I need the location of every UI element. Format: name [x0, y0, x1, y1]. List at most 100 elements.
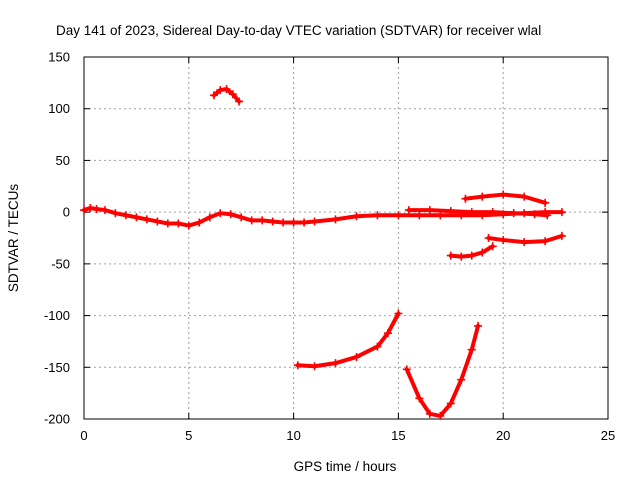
series-trace [463, 192, 548, 205]
data-point [293, 361, 302, 370]
data-point [226, 210, 235, 219]
series-0 [80, 204, 566, 230]
plot-frame [83, 56, 609, 420]
data-point [499, 190, 508, 199]
data-point [394, 211, 403, 220]
data-point [557, 231, 566, 240]
y-tick-label: -100 [44, 308, 70, 323]
data-point [425, 206, 434, 215]
data-point [216, 86, 225, 95]
data-point [228, 90, 237, 99]
data-point [484, 234, 493, 242]
data-point [237, 213, 246, 222]
series-7 [402, 321, 483, 420]
data-point [279, 218, 288, 227]
series-trace [486, 233, 564, 245]
data-point [461, 194, 470, 203]
data-point [478, 248, 487, 257]
series-6 [293, 309, 403, 371]
x-tick-label: 10 [286, 428, 300, 443]
data-point [373, 211, 382, 220]
data-point [310, 217, 319, 226]
data-point [195, 218, 204, 227]
data-point [121, 211, 130, 220]
plot-border [83, 56, 609, 420]
data-point [205, 213, 214, 222]
data-point [80, 206, 88, 215]
x-axis: 0 5 10 15 20 25 [80, 57, 615, 443]
series-4 [484, 231, 566, 247]
data-point [300, 218, 309, 227]
data-point [209, 91, 218, 100]
data-point [520, 192, 529, 201]
data-point [235, 97, 244, 106]
series-trace [295, 311, 401, 369]
x-tick-label: 15 [391, 428, 405, 443]
data-point [222, 85, 231, 94]
data-point [163, 219, 172, 228]
data-point [446, 207, 455, 216]
data-point [174, 219, 183, 228]
y-tick-label: 100 [48, 101, 70, 116]
data-point [86, 204, 95, 213]
data-point [509, 209, 518, 218]
x-axis-label: GPS time / hours [294, 459, 397, 474]
data-point [132, 213, 141, 222]
y-tick-label: -50 [51, 256, 70, 271]
data-point [488, 242, 497, 251]
series-trace [404, 323, 481, 418]
data-point [247, 216, 256, 225]
data-point [310, 362, 319, 371]
data-point [541, 198, 550, 207]
data-point [467, 208, 476, 217]
data-point [478, 192, 487, 201]
data-point [268, 217, 277, 226]
x-tick-label: 25 [601, 428, 615, 443]
y-tick-label: 50 [56, 153, 70, 168]
data-point [373, 342, 382, 351]
y-tick-label: -150 [44, 360, 70, 375]
data-point [404, 206, 413, 215]
data-point [153, 217, 162, 226]
chart-title: Day 141 of 2023, Sidereal Day-to-day VTE… [56, 23, 541, 38]
data-point [352, 212, 361, 221]
x-tick-label: 5 [185, 428, 192, 443]
data-point [488, 208, 497, 217]
y-tick-label: 0 [63, 205, 70, 220]
x-tick-label: 0 [80, 428, 87, 443]
data-point [415, 394, 424, 403]
grid-lines [84, 57, 608, 419]
data-point [402, 365, 411, 374]
series-5 [446, 242, 497, 261]
data-point [467, 251, 476, 260]
data-point [457, 375, 466, 384]
y-axis-label: SDTVAR / TECUs [6, 184, 21, 293]
data-point [352, 352, 361, 361]
data-point [425, 409, 434, 418]
data-point [446, 399, 455, 408]
data-point [520, 238, 529, 247]
data-point [111, 209, 120, 218]
data-point [258, 216, 267, 225]
data-point [142, 215, 151, 224]
data-point [543, 211, 552, 220]
data-point [541, 237, 550, 246]
x-tick-label: 20 [496, 428, 510, 443]
data-point [289, 218, 298, 227]
series-2 [404, 206, 552, 220]
data-point [557, 208, 566, 217]
data-point [331, 359, 340, 368]
y-tick-label: 150 [48, 50, 70, 65]
data-point [530, 210, 539, 219]
data-point [474, 321, 483, 330]
data-point [499, 236, 508, 245]
series-3 [461, 190, 550, 207]
series-1 [209, 85, 244, 106]
y-tick-label: -200 [44, 412, 70, 427]
data-point [415, 211, 424, 220]
data-point [457, 252, 466, 261]
data-point [394, 309, 403, 318]
data-point [383, 329, 392, 338]
data-point [331, 215, 340, 224]
